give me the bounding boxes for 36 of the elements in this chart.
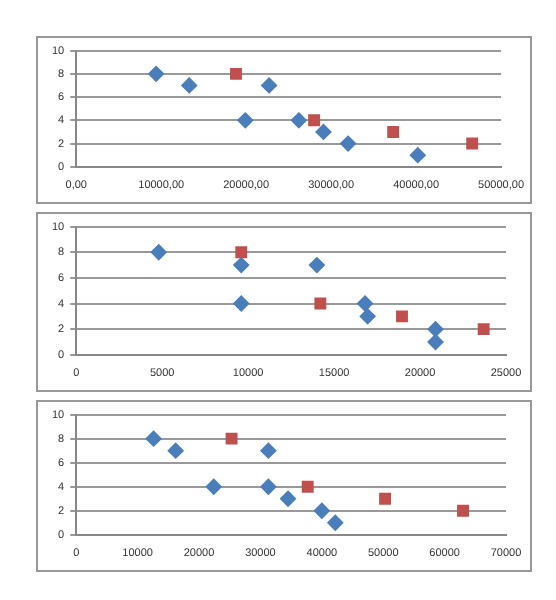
point: [409, 147, 426, 164]
point: [150, 244, 167, 261]
point: [260, 478, 277, 495]
point: [233, 295, 250, 312]
point: [466, 137, 479, 150]
point: [314, 297, 327, 310]
point: [379, 492, 391, 505]
point: [301, 480, 314, 493]
point: [340, 135, 357, 152]
point: [230, 67, 242, 80]
point: [148, 65, 165, 82]
point: [290, 112, 307, 129]
point: [181, 77, 198, 94]
point: [313, 502, 330, 519]
point: [260, 442, 277, 459]
point: [261, 77, 278, 94]
point: [427, 333, 444, 350]
point: [327, 514, 344, 531]
point: [315, 123, 332, 140]
point: [427, 321, 444, 338]
point: [357, 295, 374, 312]
point: [235, 246, 248, 259]
point: [396, 310, 408, 323]
point: [477, 323, 490, 336]
point: [233, 257, 250, 274]
point: [359, 308, 376, 325]
point: [145, 430, 162, 447]
point: [308, 114, 321, 127]
point: [167, 442, 184, 459]
point: [237, 112, 254, 129]
point: [205, 478, 222, 495]
point: [457, 504, 469, 517]
point: [387, 125, 400, 138]
point: [280, 490, 297, 507]
point: [308, 257, 325, 274]
point: [225, 432, 238, 445]
